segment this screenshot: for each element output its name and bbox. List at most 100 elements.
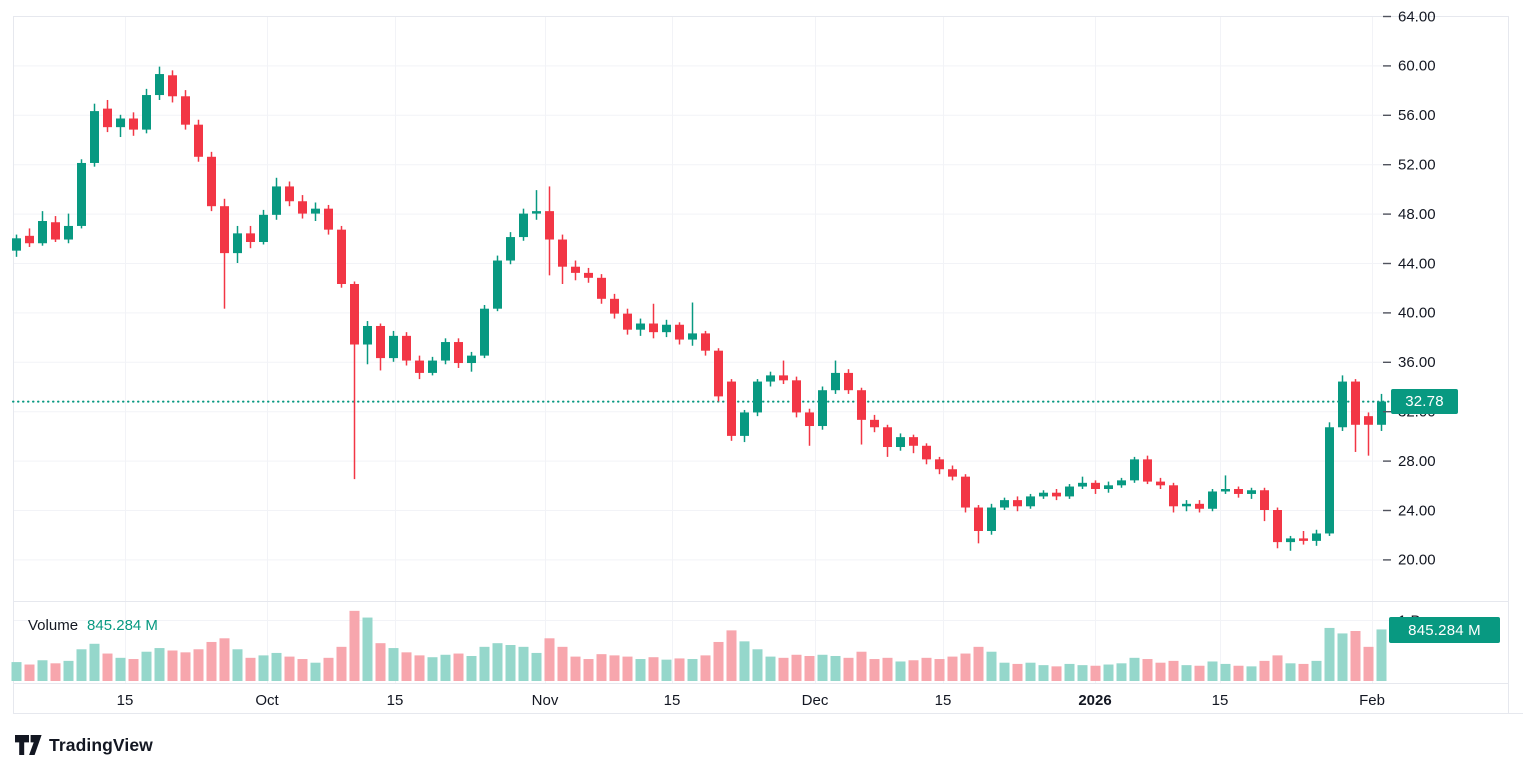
- candle-body: [1169, 485, 1178, 507]
- candle-body: [181, 96, 190, 125]
- candle-body: [1273, 510, 1282, 543]
- candle-body: [844, 372, 853, 391]
- volume-bar: [804, 655, 815, 681]
- candle-body: [740, 412, 749, 436]
- volume-bar: [791, 654, 802, 681]
- candle-body: [987, 507, 996, 531]
- volume-bar: [1116, 663, 1127, 681]
- volume-legend: Volume 845.284 M: [28, 617, 158, 634]
- volume-bar: [362, 617, 373, 681]
- candle-body: [1091, 482, 1100, 490]
- candle-body: [168, 75, 177, 97]
- volume-bar: [466, 655, 477, 681]
- volume-bar: [1064, 663, 1075, 681]
- price-tick-label: 40.00: [1398, 305, 1436, 322]
- volume-bar: [739, 641, 750, 681]
- volume-bar: [934, 659, 945, 681]
- candle-body: [1260, 490, 1269, 510]
- volume-bar: [167, 650, 178, 681]
- candle-body: [1312, 533, 1321, 541]
- candle-body: [1143, 459, 1152, 482]
- volume-bar: [1142, 659, 1153, 681]
- price-tick-label: 52.00: [1398, 157, 1436, 174]
- volume-bar: [323, 657, 334, 681]
- volume-bar: [1350, 630, 1361, 681]
- candle-body: [1026, 496, 1035, 507]
- volume-bar: [765, 656, 776, 681]
- candle-body: [571, 266, 580, 273]
- candle-body: [870, 419, 879, 428]
- candle-body: [389, 335, 398, 359]
- volume-bar: [570, 656, 581, 681]
- candle-body: [1104, 485, 1113, 490]
- volume-bar: [24, 664, 35, 681]
- volume-bar: [50, 663, 61, 681]
- volume-bar: [1077, 665, 1088, 681]
- time-tick-label: 15: [1212, 692, 1229, 709]
- candle-body: [805, 412, 814, 427]
- volume-bar: [583, 659, 594, 681]
- volume-bar: [1363, 646, 1374, 681]
- volume-bar: [180, 652, 191, 681]
- volume-bar: [830, 655, 841, 681]
- volume-bar: [960, 653, 971, 681]
- volume-bar: [11, 662, 22, 681]
- volume-legend-label: Volume: [28, 617, 79, 634]
- candle-body: [675, 324, 684, 340]
- candle-body: [454, 342, 463, 364]
- candle-body: [1182, 503, 1191, 507]
- last-price-badge: 32.78: [1391, 389, 1458, 414]
- volume-bar: [947, 656, 958, 681]
- tradingview-branding[interactable]: TradingView: [15, 735, 153, 756]
- volume-bar: [1376, 629, 1387, 681]
- volume-bar: [63, 660, 74, 681]
- volume-bar: [193, 649, 204, 681]
- volume-bar: [414, 655, 425, 681]
- candle-body: [610, 298, 619, 314]
- volume-bar: [1285, 663, 1296, 681]
- volume-bar: [700, 655, 711, 681]
- price-tick-label: 48.00: [1398, 206, 1436, 223]
- volume-bar: [973, 646, 984, 681]
- candle-body: [831, 372, 840, 391]
- volume-bar: [1259, 660, 1270, 681]
- candle-body: [25, 235, 34, 244]
- volume-bar: [1051, 666, 1062, 681]
- volume-bar: [661, 659, 672, 681]
- price-tick-label: 28.00: [1398, 453, 1436, 470]
- volume-bar: [908, 660, 919, 681]
- volume-bar: [557, 646, 568, 681]
- candle-body: [714, 350, 723, 397]
- volume-bar: [154, 648, 165, 681]
- candle-body: [506, 237, 515, 261]
- candle-body: [207, 156, 216, 207]
- candle-body: [337, 229, 346, 284]
- candle-body: [298, 201, 307, 214]
- candle-body: [1065, 486, 1074, 497]
- time-tick-label: 15: [935, 692, 952, 709]
- volume-bar: [1207, 661, 1218, 681]
- candle-body: [142, 95, 151, 130]
- volume-bar: [1181, 665, 1192, 681]
- volume-bar: [856, 651, 867, 681]
- price-tick-label: 64.00: [1398, 8, 1436, 25]
- candle-body: [363, 325, 372, 345]
- candle-body: [233, 233, 242, 254]
- price-tick-label: 56.00: [1398, 107, 1436, 124]
- candle-body: [1117, 480, 1126, 486]
- candle-body: [597, 277, 606, 299]
- volume-bar: [271, 652, 282, 681]
- volume-bar: [1025, 662, 1036, 681]
- volume-bar: [648, 657, 659, 681]
- volume-bar: [817, 654, 828, 681]
- candle-body: [480, 308, 489, 356]
- volume-bar: [401, 652, 412, 681]
- price-tick-label: 60.00: [1398, 58, 1436, 75]
- volume-bar: [388, 648, 399, 681]
- volume-bar: [752, 649, 763, 681]
- candlestick-chart-canvas[interactable]: 64.00 60.00 56.00 52.00 48.00 44.00 40.00 36.00…: [0, 0, 1523, 717]
- volume-bar: [1012, 663, 1023, 681]
- candle-body: [1338, 381, 1347, 428]
- volume-bar: [37, 660, 48, 681]
